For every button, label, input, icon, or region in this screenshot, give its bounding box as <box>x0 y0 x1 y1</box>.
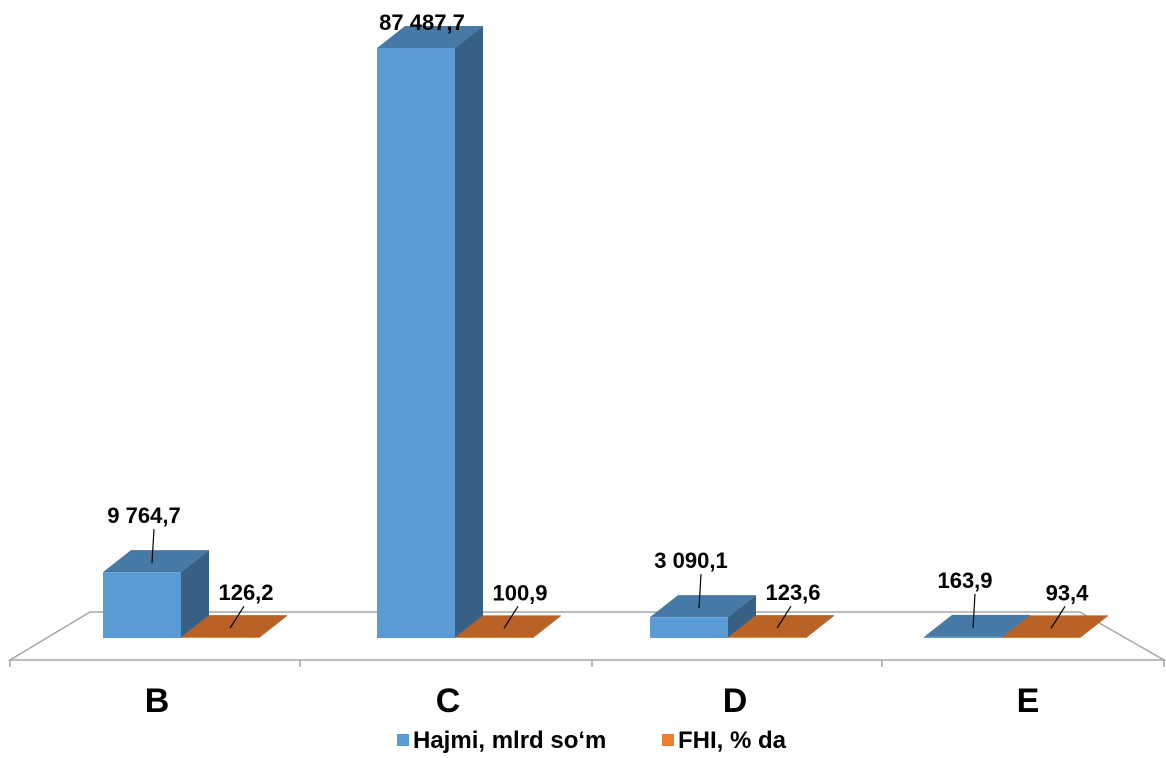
leader-line <box>229 605 245 629</box>
legend-swatch <box>662 734 674 746</box>
bar-fhi-e <box>1002 615 1108 638</box>
data-label-hajmi-e: 163,9 <box>937 568 992 593</box>
data-label-fhi-d: 123,6 <box>765 580 820 605</box>
data-label-fhi-c: 100,9 <box>492 580 547 605</box>
bar-hajmi-b <box>103 550 209 638</box>
bar-hajmi-c <box>377 26 483 638</box>
leader-line <box>151 529 155 564</box>
legend-label: FHI, % da <box>678 727 787 753</box>
category-label-e: E <box>1017 682 1040 720</box>
labels-layer: B C D E 9 764,7 87 487,7 3 090,1 163,9 126,2 100,… <box>107 10 1089 720</box>
data-label-hajmi-d: 3 090,1 <box>654 548 727 573</box>
category-label-b: B <box>145 682 170 720</box>
category-label-d: D <box>723 682 748 720</box>
bar-fhi-d <box>728 615 834 638</box>
bar-fhi-c <box>455 615 561 638</box>
leader-line <box>503 605 519 629</box>
leader-line <box>972 593 976 628</box>
data-label-hajmi-c: 87 487,7 <box>379 10 465 35</box>
bars-layer <box>103 26 1108 638</box>
bar-hajmi-d <box>650 595 756 638</box>
bar-fhi-b <box>181 615 287 638</box>
leader-line <box>776 605 792 629</box>
category-label-c: C <box>436 682 461 720</box>
leader-line <box>698 574 702 609</box>
legend-item-fhi: FHI, % da <box>662 727 787 754</box>
legend-swatch <box>397 734 409 746</box>
leader-line <box>1050 606 1066 629</box>
legend-label: Hajmi, mlrd so‘m <box>413 727 606 753</box>
chart-floor <box>7 611 1166 661</box>
data-label-hajmi-b: 9 764,7 <box>107 503 180 528</box>
legend-item-hajmi: Hajmi, mlrd so‘m <box>397 727 606 754</box>
data-label-fhi-e: 93,4 <box>1046 580 1090 605</box>
legend: Hajmi, mlrd so‘m FHI, % da <box>397 727 787 754</box>
data-label-fhi-b: 126,2 <box>218 580 273 605</box>
